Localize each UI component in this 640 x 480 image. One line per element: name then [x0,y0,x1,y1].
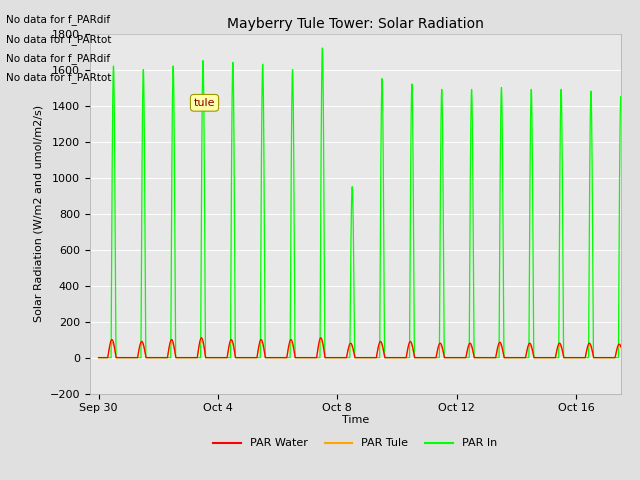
PAR In [321,355,328,360]
PAR Tule [238,355,246,360]
Title: Mayberry Tule Tower: Solar Radiation: Mayberry Tule Tower: Solar Radiation [227,17,484,31]
PAR Water [431,355,439,360]
PAR In [518,355,526,360]
PAR Water [632,355,639,360]
Text: No data for f_PARtot: No data for f_PARtot [6,34,112,45]
PAR Water [238,355,246,360]
PAR Water [198,335,205,341]
PAR Water [623,355,630,360]
PAR Tule [623,355,630,360]
PAR In [125,355,133,360]
PAR In [632,355,639,360]
Text: No data for f_PARdif: No data for f_PARdif [6,53,111,64]
PAR Tule [431,355,439,360]
Legend: PAR Water, PAR Tule, PAR In: PAR Water, PAR Tule, PAR In [209,434,501,453]
PAR Tule [518,355,526,360]
PAR In [623,355,630,360]
Line: PAR In: PAR In [99,48,636,358]
Line: PAR Tule: PAR Tule [99,340,636,358]
PAR In [431,355,439,360]
PAR Water [95,355,102,360]
PAR Water [518,355,526,360]
Y-axis label: Solar Radiation (W/m2 and umol/m2/s): Solar Radiation (W/m2 and umol/m2/s) [34,105,44,322]
PAR In [238,355,246,360]
PAR In [423,355,431,360]
PAR Tule [198,337,205,343]
PAR Tule [423,355,431,360]
Line: PAR Water: PAR Water [99,338,636,358]
Text: No data for f_PARdif: No data for f_PARdif [6,14,111,25]
PAR Tule [95,355,102,360]
PAR Water [423,355,431,360]
Text: tule: tule [194,98,215,108]
PAR In [319,45,326,51]
PAR Tule [125,355,133,360]
Text: No data for f_PARtot: No data for f_PARtot [6,72,112,83]
PAR Tule [632,355,639,360]
PAR Water [125,355,133,360]
X-axis label: Time: Time [342,415,369,425]
PAR In [95,355,102,360]
